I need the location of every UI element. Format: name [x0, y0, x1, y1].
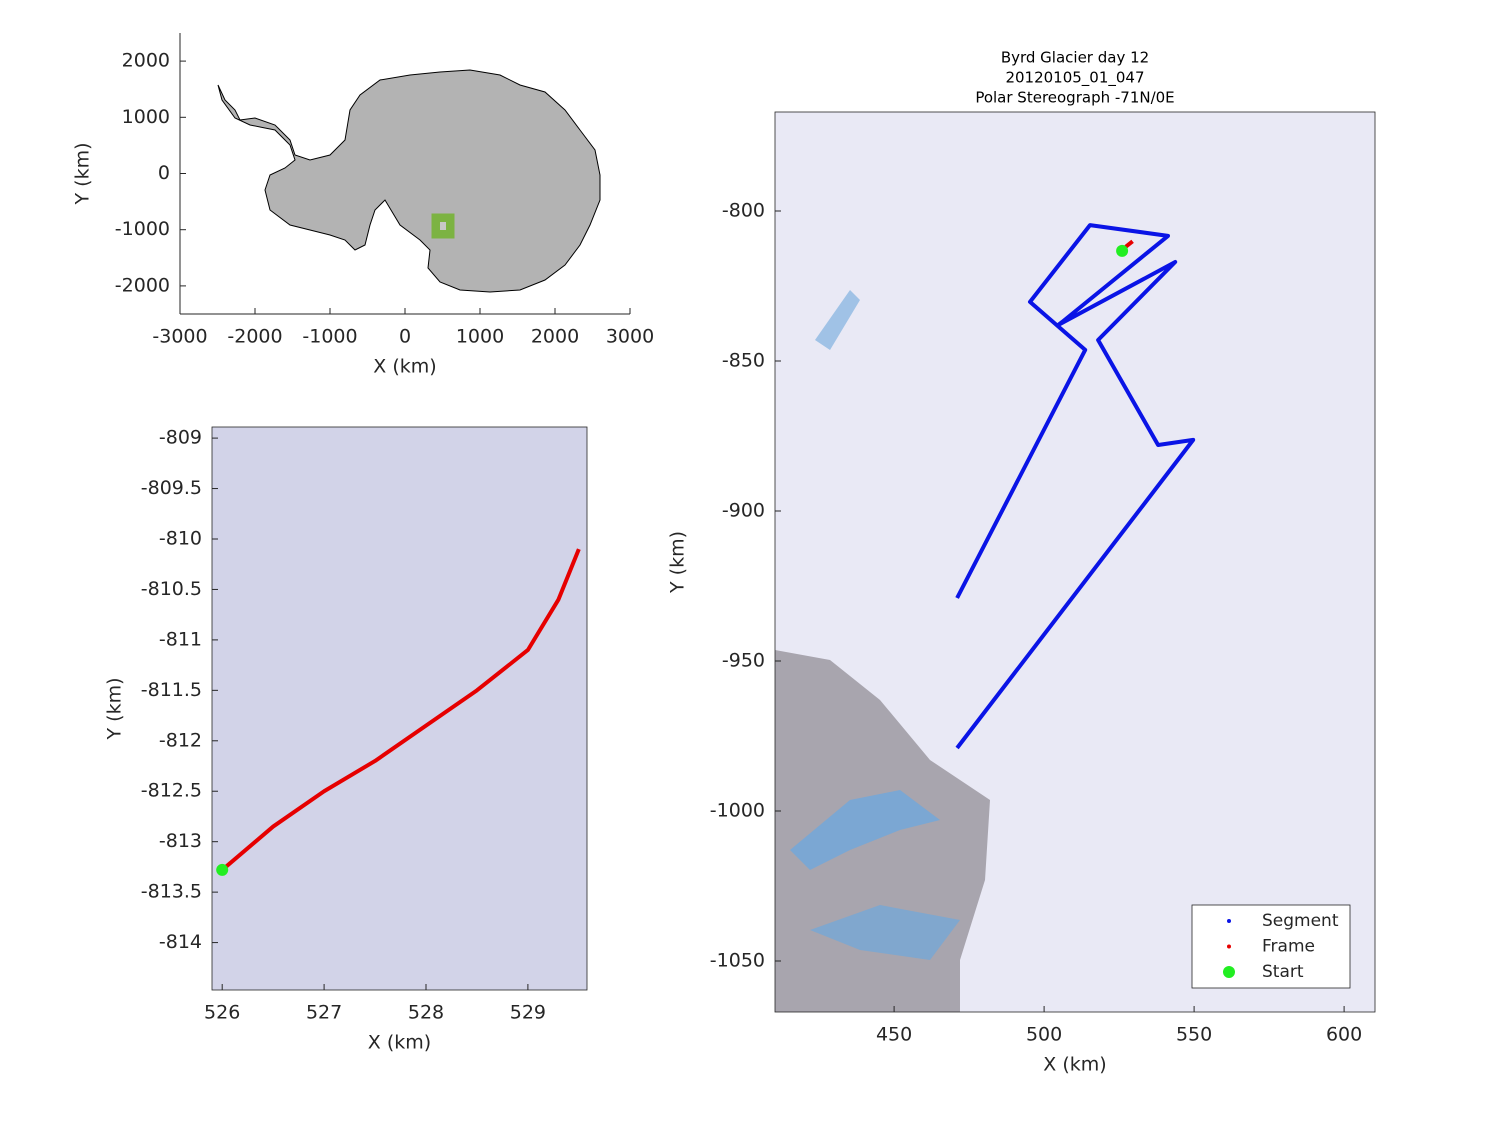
legend-box	[1191, 904, 1351, 989]
x-tick-label: -2000	[227, 326, 282, 348]
chart-title: Byrd Glacier day 12	[1001, 49, 1149, 67]
x-tick-label: 528	[408, 1002, 444, 1024]
y-tick-label: 2000	[122, 50, 170, 72]
y-tick-label: -950	[722, 650, 765, 672]
axes-box	[774, 111, 1376, 1013]
legend-label: Frame	[1262, 937, 1315, 957]
track-line	[955, 223, 1196, 750]
y-tick-label: -810	[159, 527, 202, 549]
start-point	[216, 863, 229, 876]
glacier	[790, 790, 940, 870]
legend-marker	[1223, 966, 1235, 978]
x-tick-label: 3000	[606, 326, 654, 348]
x-tick-label: 600	[1326, 1024, 1362, 1046]
x-tick-label: 2000	[531, 326, 579, 348]
y-tick-label: -812	[159, 729, 202, 751]
y-tick-label: -2000	[115, 274, 170, 296]
y-tick-label: -800	[722, 200, 765, 222]
y-tick-label: -810.5	[141, 578, 202, 600]
axes-box	[211, 426, 588, 991]
y-tick-label: -900	[722, 500, 765, 522]
glacier	[815, 290, 860, 350]
y-tick-label: -813.5	[141, 881, 202, 903]
legend-marker	[1227, 944, 1231, 949]
x-tick-label: 0	[399, 326, 411, 348]
x-axis-label: X (km)	[373, 356, 436, 378]
glacier	[810, 905, 960, 960]
y-axis-label: Y (km)	[72, 143, 94, 206]
y-tick-label: -811	[159, 628, 202, 650]
legend-label: Start	[1262, 962, 1304, 982]
x-tick-label: 527	[306, 1002, 342, 1024]
start-point	[1116, 244, 1129, 257]
x-tick-label: 526	[204, 1002, 240, 1024]
legend-label: Segment	[1262, 911, 1339, 931]
chart-title: Polar Stereograph -71N/0E	[975, 89, 1174, 107]
x-tick-label: -3000	[152, 326, 207, 348]
x-tick-label: 529	[510, 1002, 546, 1024]
image-background	[212, 427, 587, 990]
x-axis-label: X (km)	[368, 1032, 431, 1054]
antarctica	[217, 69, 601, 293]
y-tick-label: -1000	[115, 218, 170, 240]
y-tick-label: -1050	[710, 950, 765, 972]
chart-title: 20120105_01_047	[1005, 69, 1144, 88]
legend-marker	[1227, 919, 1231, 923]
y-tick-label: -809	[159, 427, 202, 449]
y-tick-label: 0	[158, 162, 170, 184]
y-tick-label: -1000	[710, 800, 765, 822]
y-axis-label: Y (km)	[667, 531, 689, 594]
y-tick-label: -809.5	[141, 477, 202, 499]
x-tick-label: 450	[876, 1024, 912, 1046]
x-tick-label: 550	[1176, 1024, 1212, 1046]
y-tick-label: -814	[159, 931, 202, 953]
x-axis-label: X (km)	[1043, 1054, 1106, 1076]
y-tick-label: -811.5	[141, 679, 202, 701]
y-axis-label: Y (km)	[104, 678, 126, 741]
y-tick-label: 1000	[122, 106, 170, 128]
x-tick-label: 1000	[456, 326, 504, 348]
y-tick-label: -812.5	[141, 780, 202, 802]
track-line	[220, 548, 581, 872]
y-tick-label: -813	[159, 830, 202, 852]
y-tick-label: -850	[722, 350, 765, 372]
x-tick-label: 500	[1026, 1024, 1062, 1046]
x-tick-label: -1000	[302, 326, 357, 348]
zoom-box	[440, 222, 446, 230]
